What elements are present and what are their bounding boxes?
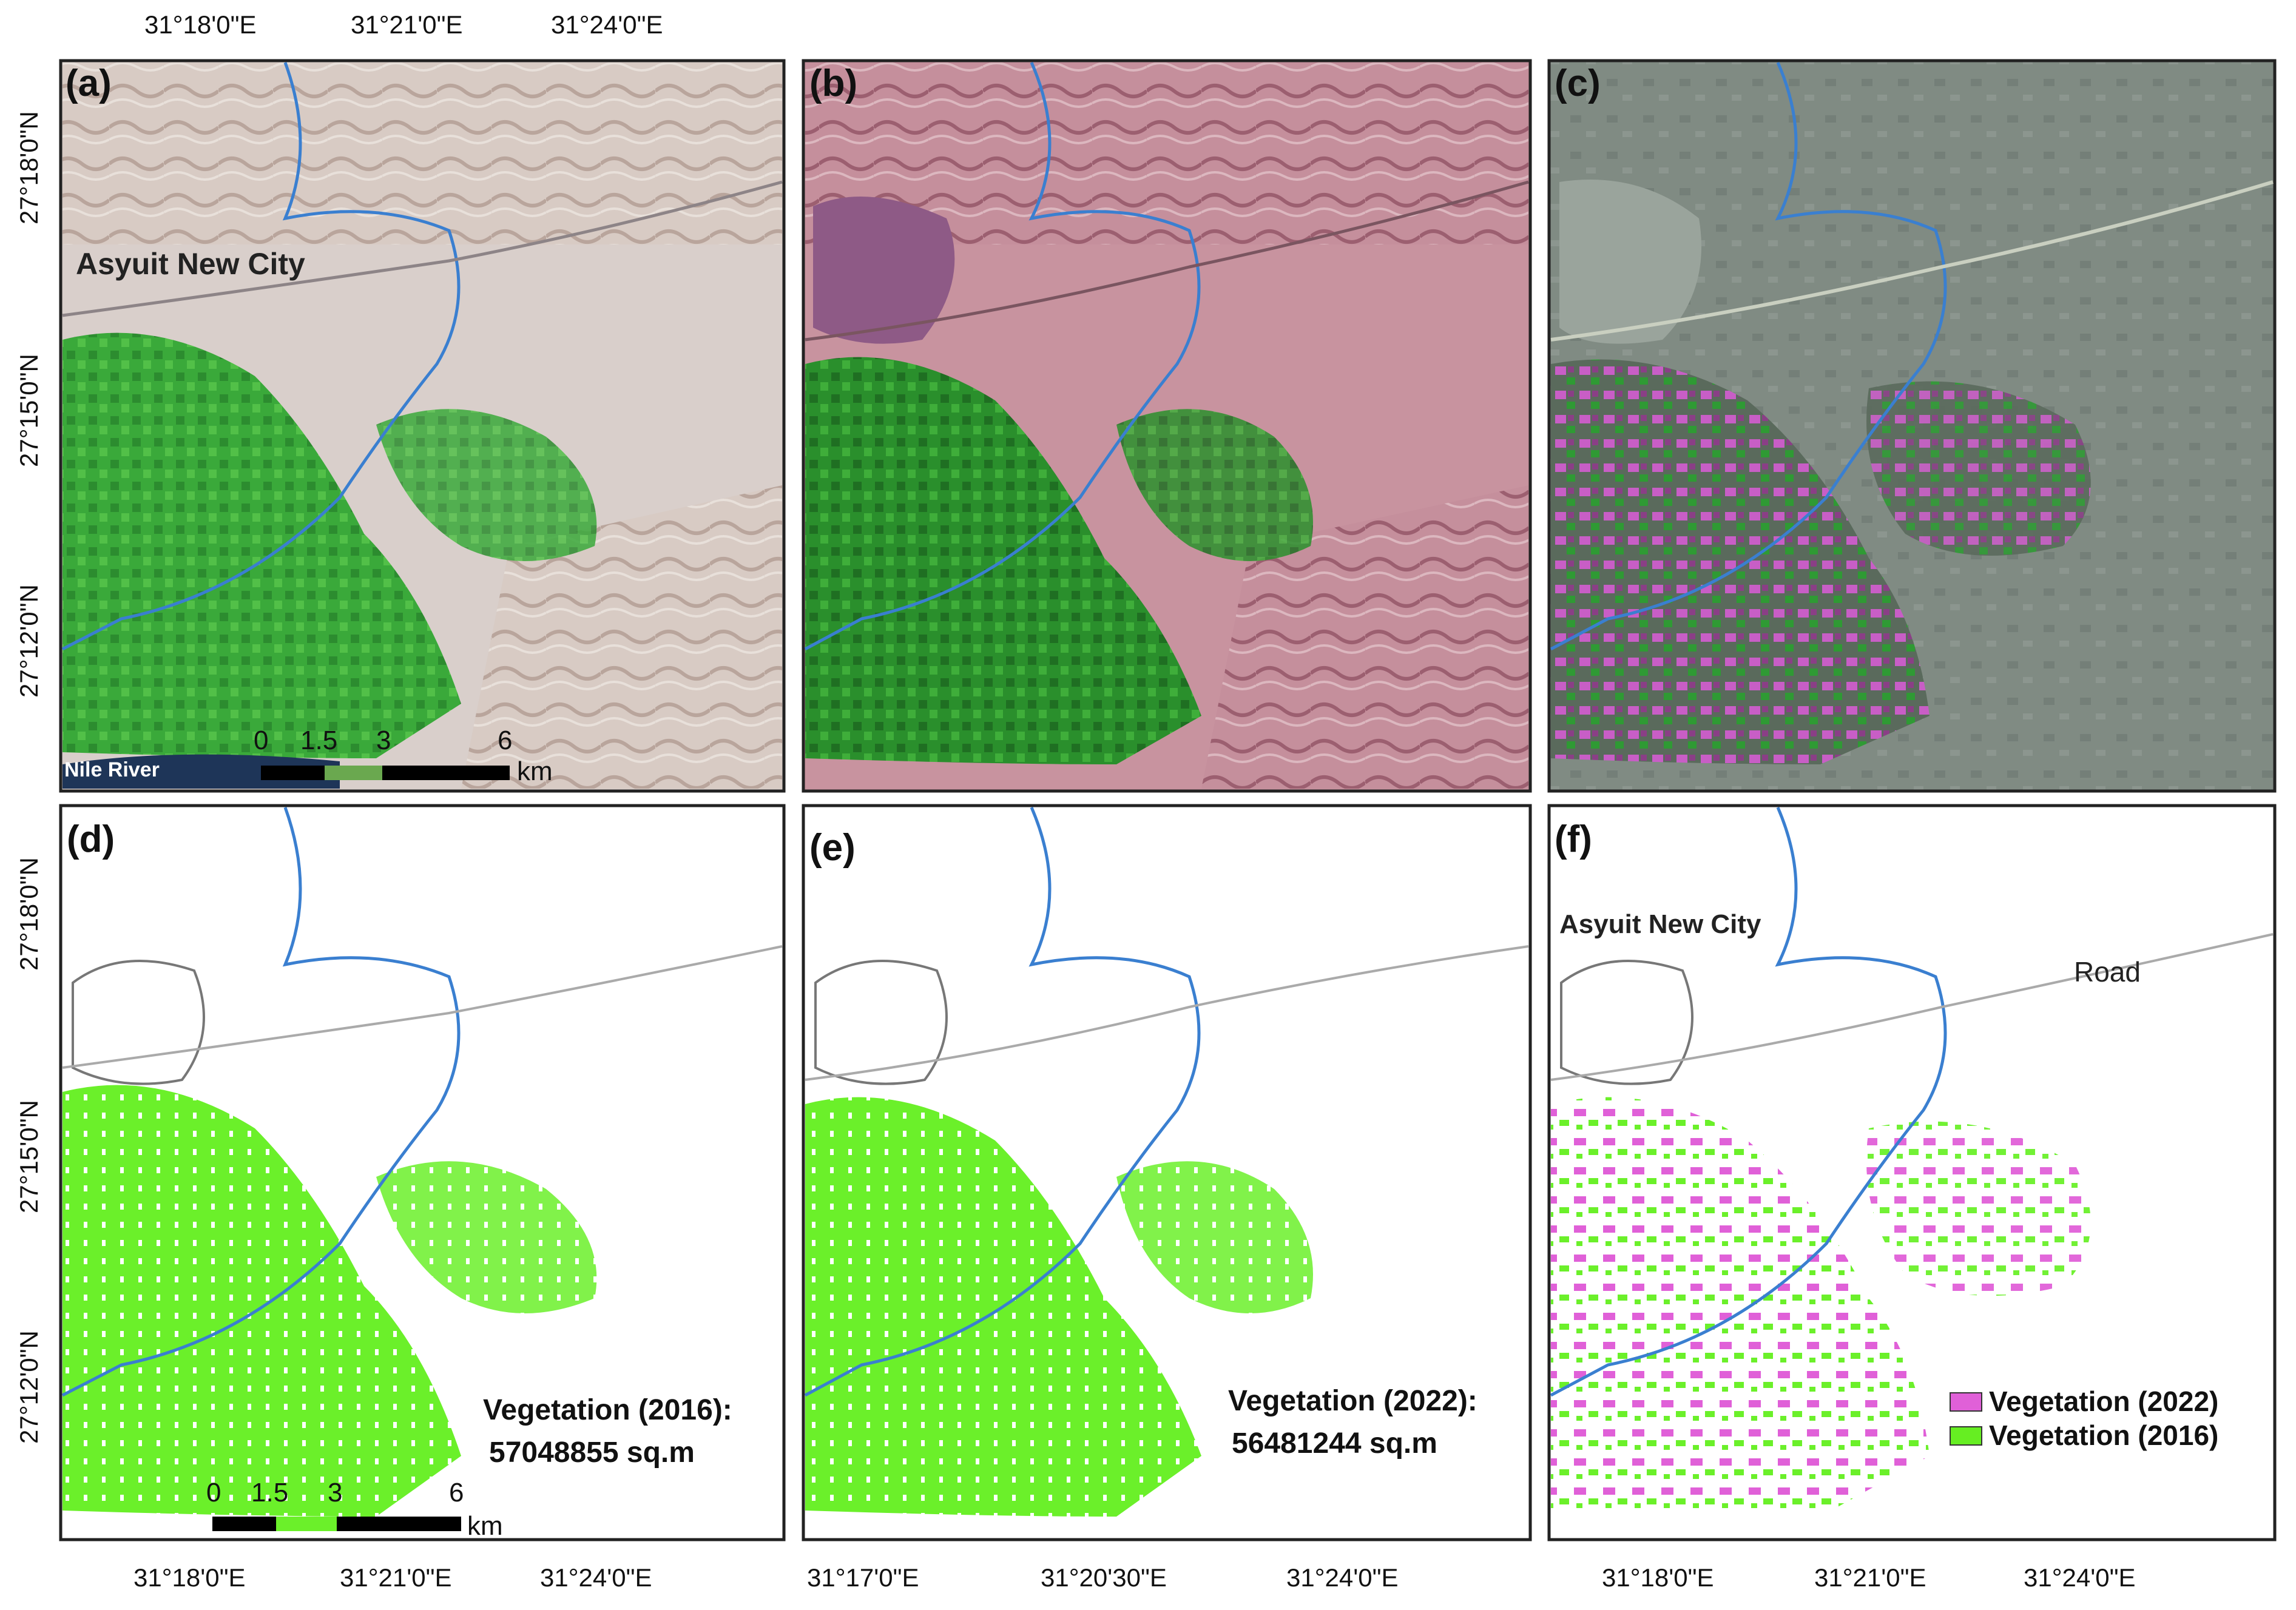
scalebar-a-tick-0: 0 — [254, 726, 268, 755]
lon-e-1: 31°17'0"E — [807, 1563, 919, 1592]
road-a — [62, 180, 783, 317]
urban-outline-d — [72, 960, 205, 1085]
river-label-a: Nile River — [64, 758, 160, 781]
vegetation-2022-value: 56481244 sq.m — [1232, 1427, 1437, 1460]
bottom-lat-labels: 27°18'0"N 27°15'0"N 27°12'0"N — [15, 857, 43, 1444]
lon-d-3: 31°24'0"E — [540, 1563, 652, 1592]
road-f — [1550, 933, 2274, 1081]
lat-top-2: 27°15'0"N — [15, 354, 43, 467]
lat-bottom-3: 27°12'0"N — [15, 1330, 43, 1444]
vegetation-mask-east-e — [1116, 1161, 1313, 1313]
river-e — [804, 807, 1201, 1397]
river-c — [1550, 61, 1947, 651]
vegetation-east-b — [1116, 409, 1313, 561]
legend-label-2022: Vegetation (2022) — [1989, 1386, 2218, 1417]
lat-top-3: 27°12'0"N — [15, 584, 43, 698]
vegetation-mask-east-d — [376, 1161, 597, 1313]
road-c — [1550, 180, 2274, 342]
panel-f-label: (f) — [1555, 818, 1592, 860]
urban-c — [1559, 180, 1701, 344]
dunes-southeast-b — [1201, 485, 1528, 789]
vegetation-mask-d — [62, 1085, 461, 1517]
river-f — [1550, 807, 1947, 1397]
legend-label-2016: Vegetation (2016) — [1989, 1420, 2218, 1451]
lon-e-2: 31°20'30"E — [1041, 1563, 1167, 1592]
panel-f: (f) Asyuit New City Road Vegetation (202… — [1547, 804, 2277, 1541]
legend-swatch-2016 — [1950, 1426, 1982, 1446]
scalebar-d-tick-1: 1.5 — [251, 1478, 288, 1507]
panel-b: (b) — [802, 59, 1532, 793]
bottom-longitude-labels: 31°18'0"E 31°21'0"E 31°24'0"E 31°17'0"E … — [133, 1563, 2136, 1592]
top-lat-labels: 27°18'0"N 27°15'0"N 27°12'0"N — [15, 111, 43, 698]
change-east-c — [1866, 381, 2091, 556]
top-lon-1: 31°18'0"E — [144, 10, 257, 39]
legend-swatch-2022 — [1950, 1392, 1982, 1412]
dunes-southeast-a — [461, 485, 782, 789]
vegetation-east-a — [376, 409, 597, 561]
vegetation-2022-title: Vegetation (2022): — [1228, 1385, 1477, 1417]
lon-f-3: 31°24'0"E — [2024, 1563, 2136, 1592]
lon-d-2: 31°21'0"E — [340, 1563, 452, 1592]
lon-e-3: 31°24'0"E — [1286, 1563, 1399, 1592]
lon-d-1: 31°18'0"E — [133, 1563, 246, 1592]
scalebar-d-unit: km — [467, 1511, 503, 1541]
panel-e: (e) Vegetation (2022): 56481244 sq.m — [802, 804, 1532, 1541]
top-lon-2: 31°21'0"E — [351, 10, 463, 39]
legend-f: Vegetation (2022) Vegetation (2016) — [1950, 1386, 2218, 1451]
scalebar-d-tick-2: 3 — [328, 1478, 342, 1507]
scalebar-a-tick-1: 1.5 — [300, 726, 337, 755]
place-name-f: Asyuit New City — [1559, 909, 1761, 939]
lon-f-1: 31°18'0"E — [1602, 1563, 1714, 1592]
road-d — [62, 945, 783, 1069]
change-fields-f — [1551, 1097, 1930, 1517]
panel-a: (a) Asyuit New City Nile River 0 1.5 3 6… — [59, 59, 786, 793]
vegetation-area-a — [62, 332, 461, 758]
scalebar-d: 0 1.5 3 6 km — [206, 1478, 503, 1541]
urban-b — [813, 197, 955, 344]
place-name-a: Asyuit New City — [76, 247, 305, 281]
dunes-north-a — [62, 62, 782, 244]
river-b — [804, 61, 1201, 651]
vegetation-2016-value: 57048855 sq.m — [489, 1437, 695, 1469]
scalebar-a-tick-3: 6 — [498, 726, 512, 755]
urban-outline-f — [1560, 960, 1693, 1085]
road-b — [805, 180, 1529, 342]
top-lon-3: 31°24'0"E — [551, 10, 663, 39]
river-d — [61, 807, 461, 1397]
panel-d: (d) Vegetation (2016): 57048855 sq.m 0 1… — [59, 804, 786, 1541]
urban-outline-e — [814, 960, 948, 1085]
top-longitude-labels: 31°18'0"E 31°21'0"E 31°24'0"E — [144, 10, 663, 39]
lat-bottom-1: 27°18'0"N — [15, 857, 43, 971]
lon-f-2: 31°21'0"E — [1814, 1563, 1926, 1592]
road-label-f: Road — [2074, 956, 2141, 988]
scalebar-d-tick-3: 6 — [449, 1478, 464, 1507]
scalebar-d-tick-0: 0 — [206, 1478, 221, 1507]
panel-d-label: (d) — [67, 818, 115, 860]
river-a — [61, 62, 461, 651]
change-area-c — [1551, 359, 1930, 764]
vegetation-2016-title: Vegetation (2016): — [483, 1394, 732, 1426]
lat-bottom-2: 27°15'0"N — [15, 1100, 43, 1213]
panel-e-label: (e) — [809, 827, 856, 869]
scalebar-a-unit: km — [517, 756, 553, 786]
panel-b-label: (b) — [809, 62, 857, 104]
scalebar-a-tick-2: 3 — [376, 726, 391, 755]
scalebar-a: 0 1.5 3 6 km — [254, 726, 553, 786]
panel-c-label: (c) — [1555, 62, 1601, 104]
road-e — [805, 945, 1529, 1081]
change-fields-east-f — [1866, 1121, 2091, 1296]
panel-c: (c) — [1547, 59, 2277, 793]
lat-top-1: 27°18'0"N — [15, 111, 43, 224]
panel-a-label: (a) — [66, 62, 112, 104]
